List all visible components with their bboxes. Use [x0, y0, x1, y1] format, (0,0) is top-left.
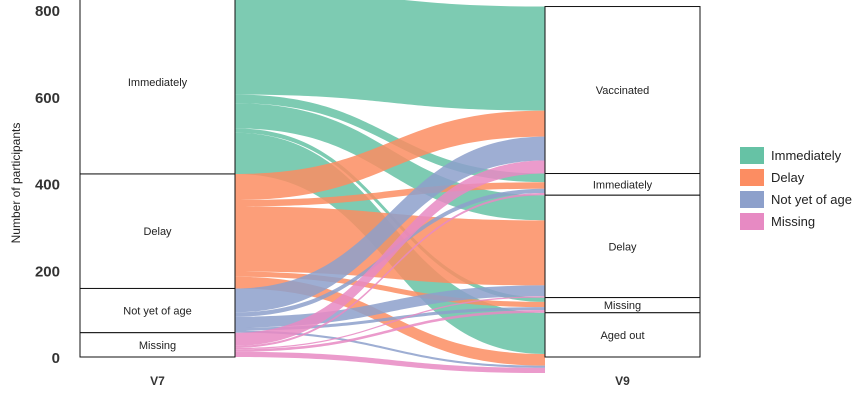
legend-swatch-missing — [740, 213, 764, 230]
v7-stratum-immediately — [79, 0, 236, 175]
v9-stratum-aged-out — [544, 312, 701, 358]
legend-label: Delay — [771, 170, 805, 185]
v7-stratum-label: Delay — [143, 226, 172, 238]
v7-stratum-label: Missing — [139, 340, 176, 352]
x-axis-label-v7: V7 — [150, 374, 165, 388]
y-tick-label: 800 — [35, 3, 60, 20]
flow-missing-to-missing — [235, 310, 545, 352]
v7-stratum-label: Immediately — [128, 77, 188, 89]
v9-stratum-label: Vaccinated — [596, 85, 650, 97]
flow-delay-to-vaccinated — [235, 110, 545, 200]
y-axis-title: Number of participants — [9, 123, 23, 244]
v9-stratum-delay — [544, 194, 701, 299]
y-tick-label: 600 — [35, 90, 60, 107]
legend-swatch-delay — [740, 169, 764, 186]
v9-stratum-vaccinated — [544, 6, 701, 175]
flow-missing-to-delay — [235, 296, 545, 350]
legend-swatch-immediately — [740, 147, 764, 164]
v7-stratum-delay — [79, 173, 236, 289]
v7-stratum-label: Not yet of age — [123, 306, 192, 318]
flow-delay-to-aged-out — [235, 276, 545, 366]
legend-swatch-not-yet-of-age — [740, 191, 764, 208]
flow-missing-to-aged-out — [235, 351, 545, 374]
flow-missing-to-vaccinated — [235, 160, 545, 346]
y-tick-label: 200 — [35, 263, 60, 280]
x-axis-label-v9: V9 — [615, 374, 630, 388]
flow-delay-to-delay — [235, 206, 545, 286]
v7-stratum-missing — [79, 332, 236, 358]
flow-delay-to-missing — [235, 271, 545, 308]
legend-label: Missing — [771, 214, 815, 229]
v7-stratum-not-yet-of-age — [79, 287, 236, 334]
v9-stratum-label: Aged out — [600, 330, 644, 342]
v9-stratum-label: Immediately — [593, 179, 653, 191]
y-tick-label: 0 — [52, 350, 60, 367]
y-tick-label: 400 — [35, 177, 60, 194]
flow-not-yet-of-age-to-vaccinated — [235, 136, 545, 313]
flow-immediately-to-immediately — [235, 94, 545, 183]
flow-missing-to-immediately — [235, 193, 545, 348]
flow-immediately-to-vaccinated — [235, 0, 545, 111]
legend-label: Immediately — [771, 148, 842, 163]
flow-not-yet-of-age-to-missing — [235, 307, 545, 331]
legend-label: Not yet of age — [771, 192, 852, 207]
v9-stratum-label: Missing — [604, 300, 641, 312]
flow-not-yet-of-age-to-aged-out — [235, 330, 545, 368]
v9-stratum-label: Delay — [608, 241, 637, 253]
